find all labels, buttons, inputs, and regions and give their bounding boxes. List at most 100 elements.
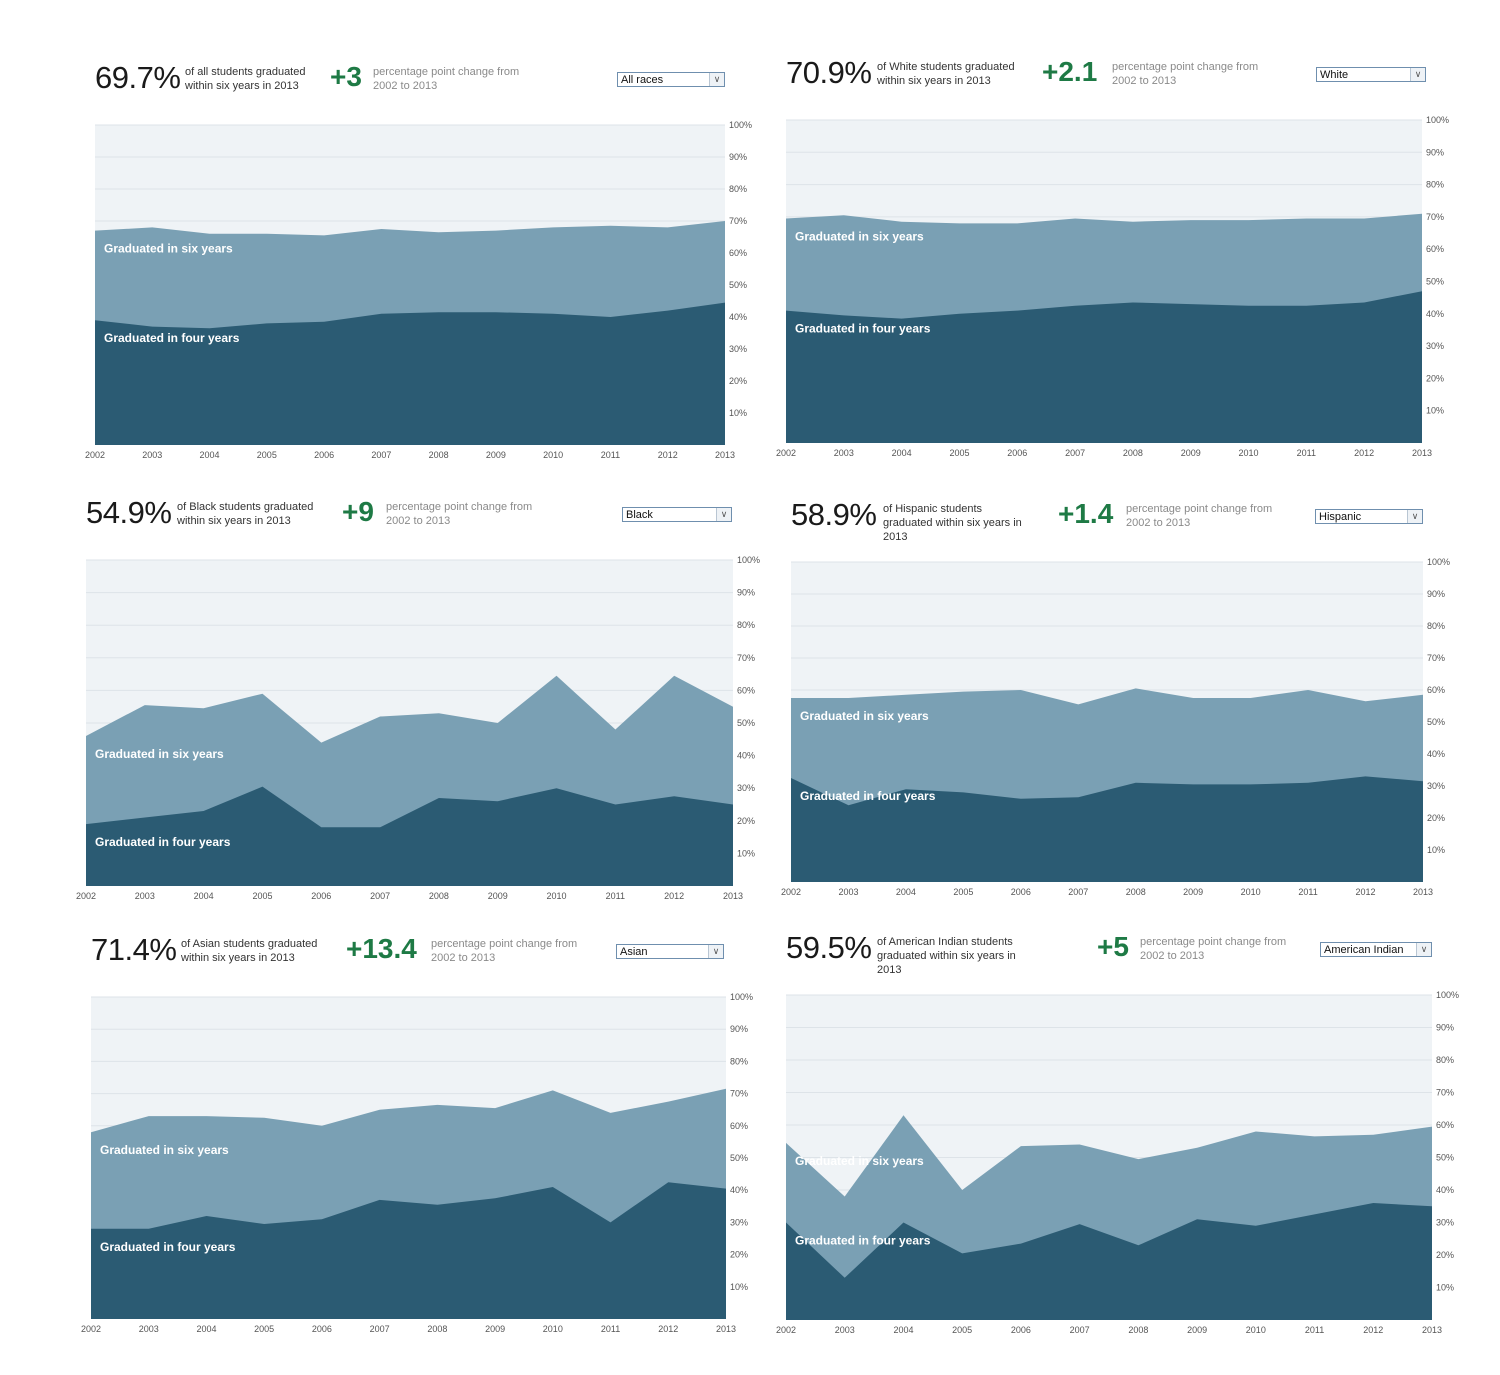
six-years-label: Graduated in six years bbox=[100, 1143, 229, 1157]
y-tick-label: 30% bbox=[1426, 341, 1444, 351]
four-years-label: Graduated in four years bbox=[795, 322, 931, 336]
y-tick-label: 50% bbox=[1426, 277, 1444, 287]
y-tick-label: 90% bbox=[1436, 1023, 1454, 1033]
x-tick-label: 2009 bbox=[1183, 887, 1203, 897]
x-tick-label: 2013 bbox=[715, 450, 735, 460]
race-dropdown[interactable]: White ∨ bbox=[1316, 67, 1426, 82]
y-tick-label: 50% bbox=[1427, 717, 1445, 727]
four-years-label: Graduated in four years bbox=[100, 1240, 236, 1254]
chevron-down-icon[interactable]: ∨ bbox=[716, 508, 731, 521]
y-tick-label: 40% bbox=[730, 1185, 748, 1195]
y-tick-label: 20% bbox=[729, 376, 747, 386]
x-tick-label: 2013 bbox=[1412, 448, 1432, 458]
headline-description: of Black students graduated within six y… bbox=[177, 501, 314, 527]
area-chart: Graduated in six years Graduated in four … bbox=[776, 990, 1459, 1335]
chevron-down-icon[interactable]: ∨ bbox=[708, 945, 723, 958]
four-years-area bbox=[91, 1182, 726, 1319]
headline-value: 69.7% bbox=[95, 60, 181, 95]
headline-description: of Hispanic students graduated within si… bbox=[883, 503, 1022, 543]
x-tick-label: 2003 bbox=[139, 1324, 159, 1334]
chevron-down-icon[interactable]: ∨ bbox=[1410, 68, 1425, 81]
x-tick-label: 2007 bbox=[370, 1324, 390, 1334]
x-tick-label: 2002 bbox=[85, 450, 105, 460]
race-dropdown[interactable]: All races ∨ bbox=[617, 72, 725, 87]
y-tick-label: 10% bbox=[1427, 845, 1445, 855]
x-tick-label: 2009 bbox=[485, 1324, 505, 1334]
four-years-area bbox=[786, 291, 1422, 443]
x-tick-label: 2007 bbox=[1068, 887, 1088, 897]
x-tick-label: 2007 bbox=[371, 450, 391, 460]
y-tick-label: 30% bbox=[737, 783, 755, 793]
x-tick-label: 2009 bbox=[488, 891, 508, 901]
x-tick-label: 2002 bbox=[781, 887, 801, 897]
x-tick-label: 2005 bbox=[252, 891, 272, 901]
x-tick-label: 2010 bbox=[547, 891, 567, 901]
chevron-down-icon[interactable]: ∨ bbox=[709, 73, 724, 86]
x-tick-label: 2011 bbox=[1297, 448, 1316, 458]
x-tick-label: 2008 bbox=[427, 1324, 447, 1334]
x-tick-label: 2009 bbox=[486, 450, 506, 460]
y-tick-label: 80% bbox=[1436, 1055, 1454, 1065]
change-description: percentage point change from 2002 to 201… bbox=[1112, 61, 1259, 87]
four-years-label: Graduated in four years bbox=[95, 835, 231, 849]
four-years-label: Graduated in four years bbox=[795, 1234, 931, 1248]
race-dropdown-value: American Indian bbox=[1324, 944, 1404, 956]
y-tick-label: 40% bbox=[737, 751, 755, 761]
y-tick-label: 70% bbox=[1427, 653, 1445, 663]
y-tick-label: 10% bbox=[1436, 1283, 1454, 1293]
y-tick-label: 70% bbox=[1436, 1088, 1454, 1098]
y-tick-label: 70% bbox=[1426, 212, 1444, 222]
x-tick-label: 2005 bbox=[952, 1325, 972, 1335]
y-tick-label: 30% bbox=[730, 1217, 748, 1227]
y-tick-label: 20% bbox=[730, 1250, 748, 1260]
chart-header: 54.9% of Black students graduated within … bbox=[72, 490, 772, 530]
x-tick-label: 2004 bbox=[196, 1324, 216, 1334]
x-tick-label: 2013 bbox=[716, 1324, 736, 1334]
x-tick-label: 2004 bbox=[194, 891, 214, 901]
x-tick-label: 2008 bbox=[1126, 887, 1146, 897]
change-value: +13.4 bbox=[346, 933, 417, 964]
four-years-area bbox=[786, 1203, 1432, 1320]
x-tick-label: 2003 bbox=[835, 1325, 855, 1335]
y-tick-label: 40% bbox=[729, 312, 747, 322]
y-tick-label: 100% bbox=[1436, 990, 1459, 1000]
race-dropdown-value: All races bbox=[621, 74, 664, 86]
change-value: +9 bbox=[342, 496, 374, 527]
y-tick-label: 100% bbox=[1426, 115, 1449, 125]
x-tick-label: 2003 bbox=[838, 887, 858, 897]
headline-value: 54.9% bbox=[86, 495, 172, 530]
race-dropdown[interactable]: Asian ∨ bbox=[616, 944, 724, 959]
chart-panel: 59.5% of American Indian students graduat… bbox=[772, 925, 1472, 1355]
x-tick-label: 2005 bbox=[254, 1324, 274, 1334]
area-chart: Graduated in six years Graduated in four … bbox=[81, 992, 753, 1334]
x-tick-label: 2002 bbox=[76, 891, 96, 901]
headline-description: of all students graduated within six yea… bbox=[185, 66, 306, 92]
x-tick-label: 2008 bbox=[1123, 448, 1143, 458]
y-tick-label: 60% bbox=[1436, 1120, 1454, 1130]
race-dropdown[interactable]: Hispanic ∨ bbox=[1315, 509, 1423, 524]
chart-header: 59.5% of American Indian students graduat… bbox=[772, 925, 1472, 976]
y-tick-label: 100% bbox=[730, 992, 753, 1002]
race-dropdown-value: Hispanic bbox=[1319, 511, 1362, 523]
x-tick-label: 2003 bbox=[135, 891, 155, 901]
x-tick-label: 2006 bbox=[312, 1324, 332, 1334]
six-years-label: Graduated in six years bbox=[95, 747, 224, 761]
y-tick-label: 60% bbox=[737, 685, 755, 695]
chart-panel: 58.9% of Hispanic students graduated with… bbox=[778, 492, 1478, 922]
y-tick-label: 90% bbox=[729, 152, 747, 162]
race-dropdown-value: Asian bbox=[620, 946, 648, 958]
x-tick-label: 2006 bbox=[1011, 1325, 1031, 1335]
race-dropdown[interactable]: American Indian ∨ bbox=[1320, 942, 1432, 957]
chevron-down-icon[interactable]: ∨ bbox=[1407, 510, 1422, 523]
x-tick-label: 2013 bbox=[1413, 887, 1433, 897]
chevron-down-icon[interactable]: ∨ bbox=[1416, 943, 1431, 956]
y-tick-label: 40% bbox=[1436, 1185, 1454, 1195]
chart-header: 71.4% of Asian students graduated within … bbox=[76, 927, 776, 967]
y-tick-label: 80% bbox=[1427, 621, 1445, 631]
x-tick-label: 2006 bbox=[314, 450, 334, 460]
race-dropdown[interactable]: Black ∨ bbox=[622, 507, 732, 522]
change-description: percentage point change from 2002 to 201… bbox=[1140, 936, 1287, 962]
y-tick-label: 80% bbox=[729, 184, 747, 194]
four-years-area bbox=[791, 776, 1423, 882]
y-tick-label: 60% bbox=[1427, 685, 1445, 695]
